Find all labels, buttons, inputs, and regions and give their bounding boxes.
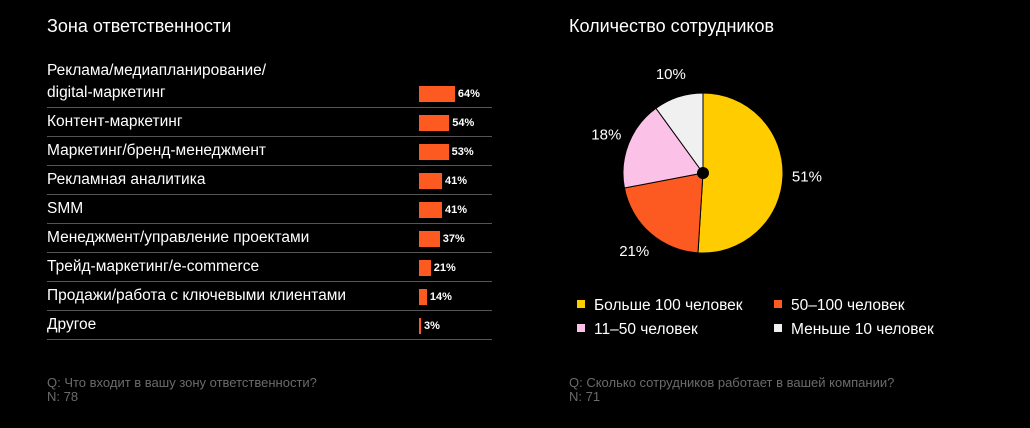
bar-value-label: 53% bbox=[451, 146, 474, 158]
bar-value-label: 41% bbox=[444, 175, 467, 187]
pie-slice-label: 51% bbox=[792, 168, 822, 185]
bar-category-label: Другое bbox=[47, 316, 97, 333]
legend-label: Меньше 10 человек bbox=[791, 321, 934, 338]
bar-value-label: 21% bbox=[433, 262, 456, 274]
bar-category-label: Реклама/медиапланирование/ digital-марке… bbox=[47, 62, 267, 101]
bar-value-label: 14% bbox=[429, 291, 452, 303]
responsibility-bar-chart: Реклама/медиапланирование/ digital-марке… bbox=[47, 57, 492, 340]
legend-label: 11–50 человек bbox=[594, 321, 698, 338]
right-footnote: Q: Сколько сотрудников работает в вашей … bbox=[569, 376, 894, 404]
bar-row: Маркетинг/бренд-менеджмент 53% bbox=[47, 137, 492, 166]
pie-slice-label: 21% bbox=[619, 243, 649, 260]
left-sample-size: N: 78 bbox=[47, 389, 79, 404]
bar-row: SMM 41% bbox=[47, 195, 492, 224]
bar-value-label: 54% bbox=[452, 117, 475, 129]
bar bbox=[419, 260, 431, 276]
legend-label: 50–100 человек bbox=[791, 297, 905, 314]
bar-category-label: Трейд-маркетинг/e-commerce bbox=[47, 258, 260, 275]
legend-item: Меньше 10 человек bbox=[774, 321, 934, 339]
bar-row: Продажи/работа с ключевыми клиентами 14% bbox=[47, 282, 492, 311]
pie-slice bbox=[623, 172, 704, 254]
right-question: Q: Сколько сотрудников работает в вашей … bbox=[569, 375, 895, 390]
legend-item: 11–50 человек bbox=[577, 321, 698, 339]
bar bbox=[419, 289, 427, 305]
bar bbox=[419, 86, 455, 102]
legend-swatch bbox=[577, 324, 585, 332]
bar-category-label: Контент-маркетинг bbox=[47, 113, 183, 130]
employee-count-pie-chart: 51% 21% 18% 10% bbox=[591, 66, 822, 260]
bar-value-label: 37% bbox=[442, 233, 465, 245]
legend-item: 50–100 человек bbox=[774, 297, 905, 315]
pie-slice bbox=[655, 92, 704, 175]
bar-category-label: Рекламная аналитика bbox=[47, 171, 206, 188]
pie-center-dot bbox=[697, 167, 709, 179]
right-sample-size: N: 71 bbox=[569, 389, 601, 404]
pie-slice-label: 18% bbox=[591, 127, 621, 144]
bar-row: Контент-маркетинг 54% bbox=[47, 108, 492, 137]
bar bbox=[419, 144, 449, 160]
legend-swatch bbox=[774, 324, 782, 332]
bar-value-label: 41% bbox=[444, 204, 467, 216]
bar bbox=[419, 173, 442, 189]
bar-row: Реклама/медиапланирование/ digital-марке… bbox=[47, 57, 492, 108]
bar-category-label: Продажи/работа с ключевыми клиентами bbox=[47, 287, 347, 304]
left-chart-title: Зона ответственности bbox=[47, 16, 232, 36]
pie-slice bbox=[697, 92, 784, 254]
bar bbox=[419, 115, 450, 131]
bar-row: Трейд-маркетинг/e-commerce 21% bbox=[47, 253, 492, 282]
bar-row: Менеджмент/управление проектами 37% bbox=[47, 224, 492, 253]
bar-category-label: Менеджмент/управление проектами bbox=[47, 229, 310, 246]
bar-value-label: 3% bbox=[424, 320, 440, 332]
legend-label: Больше 100 человек bbox=[594, 297, 743, 314]
bar bbox=[419, 231, 440, 247]
bar-row: Другое 3% bbox=[47, 311, 492, 340]
bar-category-label: SMM bbox=[47, 200, 84, 217]
pie-slice-label: 10% bbox=[656, 66, 686, 83]
bar-row: Рекламная аналитика 41% bbox=[47, 166, 492, 195]
bar-category-label: Маркетинг/бренд-менеджмент bbox=[47, 142, 267, 159]
legend-item: Больше 100 человек bbox=[577, 297, 743, 315]
bar-value-label: 64% bbox=[457, 88, 480, 100]
left-footnote: Q: Что входит в вашу зону ответственност… bbox=[47, 376, 317, 404]
bar bbox=[419, 318, 421, 334]
pie-slice bbox=[622, 107, 704, 189]
left-question: Q: Что входит в вашу зону ответственност… bbox=[47, 375, 317, 390]
bar bbox=[419, 202, 442, 218]
legend-swatch bbox=[577, 300, 585, 308]
legend-swatch bbox=[774, 300, 782, 308]
right-chart-title: Количество сотрудников bbox=[569, 16, 775, 36]
